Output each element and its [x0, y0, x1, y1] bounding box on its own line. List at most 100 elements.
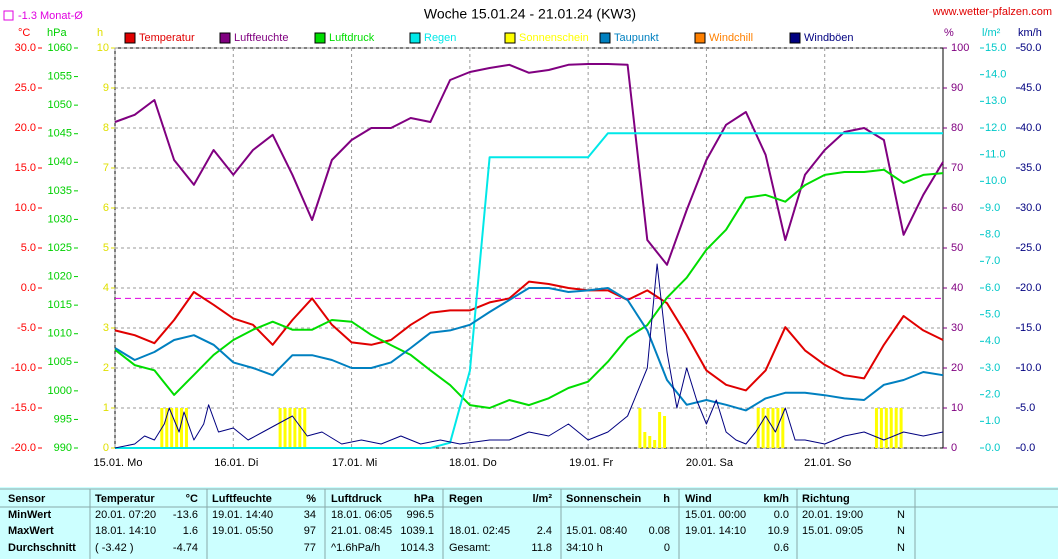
- sunshine-bar: [288, 408, 292, 448]
- column-unit: hPa: [414, 493, 435, 505]
- cell-time: Gesamt:: [449, 542, 491, 554]
- x-tick-label: 21.01. So: [804, 457, 851, 469]
- row-label: Durchschnitt: [8, 542, 76, 554]
- cell-time: 15.01. 09:05: [802, 525, 863, 537]
- y-tick-label: 6.0: [985, 282, 1000, 294]
- y-tick-label: 14.0: [985, 69, 1006, 81]
- column-header: Wind: [685, 493, 712, 505]
- axis-unit: km/h: [1018, 27, 1042, 39]
- sunshine-bar: [874, 408, 878, 448]
- y-tick-label: 9.0: [985, 202, 1000, 214]
- y-tick-label: 11.0: [985, 149, 1006, 161]
- column-header: Sonnenschein: [566, 493, 641, 505]
- series-line: [114, 263, 944, 449]
- x-tick-label: 16.01. Di: [214, 457, 258, 469]
- axis-unit: h: [97, 27, 103, 39]
- y-tick-label: 3: [103, 322, 109, 334]
- y-tick-label: 30.0: [1020, 202, 1041, 214]
- cell-time: 20.01. 19:00: [802, 509, 863, 521]
- x-tick-label: 20.01. Sa: [686, 457, 734, 469]
- series-line: [114, 287, 944, 412]
- cell-time: 15.01. 08:40: [566, 525, 627, 537]
- chart-title: Woche 15.01.24 - 21.01.24 (KW3): [424, 6, 636, 22]
- y-tick-label: 15.0: [1020, 322, 1041, 334]
- sunshine-bar: [776, 408, 780, 448]
- source: www.wetter-pfalzen.com: [932, 6, 1052, 18]
- reference-label: -1.3 Monat-Ø: [18, 10, 83, 22]
- y-tick-label: 30: [951, 322, 963, 334]
- y-tick-label: 0: [951, 442, 957, 454]
- table-header: Sensor: [8, 493, 46, 505]
- y-tick-label: 50.0: [1020, 42, 1041, 54]
- y-tick-label: 1000: [48, 385, 72, 397]
- y-tick-label: 40: [951, 282, 963, 294]
- x-tick-label: 15.01. Mo: [94, 457, 143, 469]
- y-tick-label: 5: [103, 242, 109, 254]
- series-line: [114, 168, 944, 409]
- cell-time: ^1.6hPa/h: [331, 542, 380, 554]
- cell-value: N: [897, 542, 905, 554]
- sunshine-bar: [879, 408, 883, 448]
- series-line: [114, 63, 944, 266]
- y-tick-label: 2.0: [985, 389, 1000, 401]
- y-tick-label: 30.0: [15, 42, 36, 54]
- y-tick-label: 1060: [48, 42, 72, 54]
- y-tick-label: 7: [103, 162, 109, 174]
- axis-unit: hPa: [47, 27, 67, 39]
- y-tick-label: 2: [103, 362, 109, 374]
- legend-label: Temperatur: [139, 32, 195, 44]
- y-tick-label: 35.0: [1020, 162, 1041, 174]
- axis-unit: l/m²: [982, 27, 1001, 39]
- y-tick-label: 1: [103, 402, 109, 414]
- series-line: [114, 280, 944, 392]
- sunshine-bar: [184, 408, 188, 448]
- column-unit: h: [663, 493, 670, 505]
- cell-time: 34:10 h: [566, 542, 603, 554]
- row-label: MinWert: [8, 509, 52, 521]
- y-tick-label: 1015: [48, 299, 72, 311]
- cell-time: ( -3.42 ): [95, 542, 134, 554]
- sunshine-bar: [663, 416, 667, 448]
- legend-label: Taupunkt: [614, 32, 659, 44]
- cell-value: -13.6: [173, 509, 198, 521]
- legend-label: Luftdruck: [329, 32, 375, 44]
- cell-value: 0.6: [774, 542, 789, 554]
- cell-time: 15.01. 00:00: [685, 509, 746, 521]
- sunshine-bar: [278, 408, 282, 448]
- legend-swatch: [314, 32, 326, 44]
- y-tick-label: 1005: [48, 356, 72, 368]
- y-tick-label: 15.0: [985, 42, 1006, 54]
- y-tick-label: 20: [951, 362, 963, 374]
- y-tick-label: 13.0: [985, 95, 1006, 107]
- column-header: Regen: [449, 493, 483, 505]
- cell-time: 18.01. 06:05: [331, 509, 392, 521]
- sunshine-bar: [884, 408, 888, 448]
- sunshine-bar: [899, 408, 903, 448]
- y-tick-label: 1010: [48, 328, 72, 340]
- legend-label: Sonnenschein: [519, 32, 589, 44]
- y-tick-label: 1025: [48, 242, 72, 254]
- y-tick-label: 20.0: [15, 122, 36, 134]
- y-tick-label: 10.0: [1020, 362, 1041, 374]
- y-tick-label: 5.0: [1020, 402, 1035, 414]
- cell-time: 19.01. 14:10: [685, 525, 746, 537]
- y-tick-label: 1045: [48, 128, 72, 140]
- legend-swatch: [124, 32, 136, 44]
- y-tick-label: 9: [103, 82, 109, 94]
- y-tick-label: 5.0: [985, 309, 1000, 321]
- y-tick-label: -5.0: [17, 322, 36, 334]
- legend-swatch: [409, 32, 421, 44]
- cell-value: 0.0: [774, 509, 789, 521]
- legend-swatch: [599, 32, 611, 44]
- row-label: MaxWert: [8, 525, 54, 537]
- series-line: [115, 132, 943, 449]
- sunshine-bar: [283, 408, 287, 448]
- y-tick-label: 10: [97, 42, 109, 54]
- sunshine-bar: [761, 408, 765, 448]
- y-tick-label: 1050: [48, 99, 72, 111]
- cell-time: 20.01. 07:20: [95, 509, 156, 521]
- y-tick-label: 80: [951, 122, 963, 134]
- y-tick-label: 40.0: [1020, 122, 1041, 134]
- sunshine-bar: [643, 432, 647, 448]
- y-tick-label: 60: [951, 202, 963, 214]
